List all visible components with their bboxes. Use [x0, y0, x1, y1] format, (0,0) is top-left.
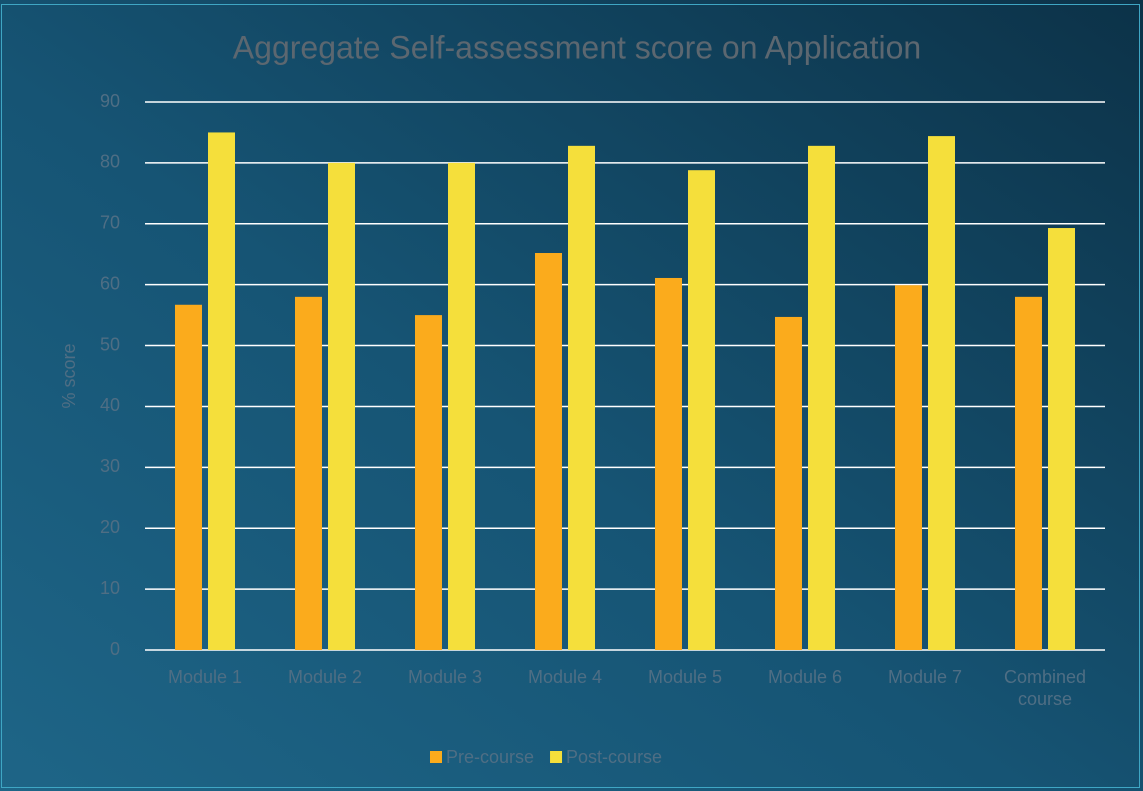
bar	[655, 277, 682, 650]
y-tick-label: 90	[100, 91, 120, 111]
bar	[208, 132, 235, 650]
y-tick-label: 80	[100, 152, 120, 172]
x-tick-label: Combined course	[1003, 667, 1087, 709]
bar	[295, 296, 322, 650]
bar	[928, 136, 955, 650]
bar	[448, 162, 475, 650]
y-tick-label: 0	[110, 639, 120, 659]
y-tick-label: 20	[100, 517, 120, 537]
legend-swatch	[550, 751, 563, 763]
bar	[175, 304, 202, 650]
frame	[1, 4, 1140, 788]
x-tick-label: Module 4	[527, 667, 603, 687]
bar	[415, 315, 442, 650]
y-tick-label: 70	[100, 213, 120, 233]
bar	[688, 170, 715, 650]
y-tick-label: 50	[100, 334, 120, 354]
x-tick-label: Module 7	[887, 667, 963, 687]
bar	[1015, 296, 1042, 650]
bar	[1048, 228, 1075, 651]
bar	[775, 316, 802, 650]
x-tick-label: Module 3	[407, 667, 483, 687]
legend-label: Pre-course	[446, 747, 534, 767]
y-tick-label: 10	[100, 578, 120, 598]
bar	[895, 285, 922, 650]
legend-swatch	[430, 751, 442, 763]
bar	[568, 145, 595, 650]
x-tick-label: Module 2	[287, 667, 363, 687]
legend-label: Post-course	[566, 747, 662, 767]
bar	[328, 162, 355, 650]
bar	[535, 253, 562, 650]
y-axis-label: % score	[59, 343, 79, 408]
y-tick-label: 60	[100, 273, 120, 293]
y-tick-label: 40	[100, 395, 120, 415]
chart-title: Aggregate Self-assessment score on Appli…	[233, 29, 921, 65]
bar	[808, 145, 835, 650]
x-tick-label: Module 6	[767, 667, 843, 687]
x-tick-label: Module 5	[647, 667, 723, 687]
y-tick-label: 30	[100, 456, 120, 476]
x-tick-label: Module 1	[167, 667, 243, 687]
